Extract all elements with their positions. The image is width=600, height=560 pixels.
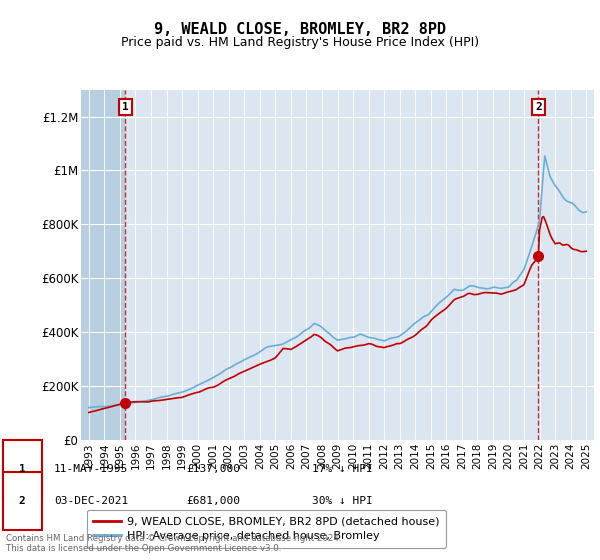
Text: 03-DEC-2021: 03-DEC-2021 (54, 496, 128, 506)
Text: 9, WEALD CLOSE, BROMLEY, BR2 8PD: 9, WEALD CLOSE, BROMLEY, BR2 8PD (154, 22, 446, 38)
Text: 30% ↓ HPI: 30% ↓ HPI (312, 496, 373, 506)
Text: 1: 1 (19, 464, 26, 474)
Text: 2: 2 (19, 496, 26, 506)
Text: Price paid vs. HM Land Registry's House Price Index (HPI): Price paid vs. HM Land Registry's House … (121, 36, 479, 49)
Text: £137,000: £137,000 (186, 464, 240, 474)
Text: 1: 1 (122, 102, 129, 112)
Legend: 9, WEALD CLOSE, BROMLEY, BR2 8PD (detached house), HPI: Average price, detached : 9, WEALD CLOSE, BROMLEY, BR2 8PD (detach… (86, 510, 446, 548)
Text: Contains HM Land Registry data © Crown copyright and database right 2024.
This d: Contains HM Land Registry data © Crown c… (6, 534, 341, 553)
Bar (81, 90, 125, 440)
Text: 2: 2 (535, 102, 542, 112)
Text: 11-MAY-1995: 11-MAY-1995 (54, 464, 128, 474)
Text: 17% ↓ HPI: 17% ↓ HPI (312, 464, 373, 474)
Text: £681,000: £681,000 (186, 496, 240, 506)
